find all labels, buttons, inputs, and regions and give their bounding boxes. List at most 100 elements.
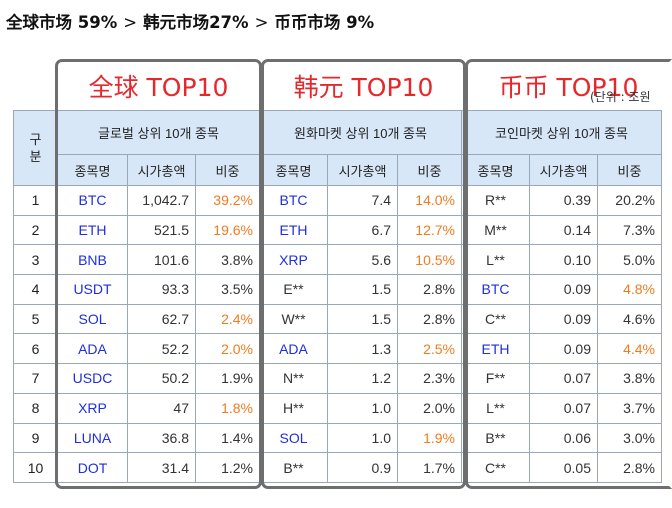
heading-global: 全球市场 59% (6, 13, 118, 32)
table-row: 5 SOL 62.7 2.4% W** 1.5 2.8% C** 0.09 4.6% (13, 303, 662, 335)
global-coin-name: DOT (57, 452, 128, 483)
coin-col-cap: 시가총액 (529, 154, 598, 186)
global-coin-name: USDC (57, 363, 128, 394)
rank-cell: 4 (13, 274, 58, 305)
global-market-cap: 93.3 (127, 274, 196, 305)
coin-share: 3.0% (597, 422, 662, 454)
rank-cell: 9 (13, 422, 58, 454)
global-share: 2.4% (195, 303, 260, 335)
krw-share: 2.8% (397, 274, 462, 305)
coin-top10-title: 币币 TOP10 (498, 73, 639, 102)
krw-market-cap: 7.4 (327, 185, 398, 216)
global-col-cap: 시가총액 (127, 154, 196, 186)
heading-coin: 币币市场 9% (274, 13, 375, 32)
heading-separator-1: > (123, 13, 138, 32)
krw-subtitle: 원화마켓 상위 10개 종목 (259, 110, 462, 155)
heading-krw: 韩元市场27% (143, 13, 249, 32)
krw-share: 12.7% (397, 214, 462, 246)
global-market-cap: 1,042.7 (127, 185, 196, 216)
rank-cell: 7 (13, 363, 58, 394)
coin-coin-name: M** (461, 214, 530, 246)
global-col-share: 비중 (195, 154, 260, 186)
krw-market-cap: 5.6 (327, 244, 398, 276)
coin-share: 20.2% (597, 185, 662, 216)
coin-market-cap: 0.07 (529, 392, 598, 424)
coin-coin-name: R** (461, 185, 530, 216)
krw-coin-name: XRP (259, 244, 328, 276)
table-row: 4 USDT 93.3 3.5% E** 1.5 2.8% BTC 0.09 4.8% (13, 274, 662, 305)
coin-share: 7.3% (597, 214, 662, 246)
table-row: 1 BTC 1,042.7 39.2% BTC 7.4 14.0% R** 0.39 20.2% (13, 185, 662, 216)
krw-market-cap: 0.9 (327, 452, 398, 483)
global-subtitle: 글로벌 상위 10개 종목 (57, 110, 260, 155)
krw-market-cap: 6.7 (327, 214, 398, 246)
global-share: 19.6% (195, 214, 260, 246)
krw-market-cap: 1.3 (327, 333, 398, 365)
global-top10-title: 全球 TOP10 (88, 73, 229, 102)
global-share: 39.2% (195, 185, 260, 216)
coin-coin-name: C** (461, 452, 530, 483)
coin-coin-name: L** (461, 244, 530, 276)
rank-cell: 8 (13, 392, 58, 424)
krw-col-name: 종목명 (259, 154, 328, 186)
rank-cell: 5 (13, 303, 58, 335)
coin-coin-name: F** (461, 363, 530, 394)
coin-market-cap: 0.39 (529, 185, 598, 216)
global-coin-name: USDT (57, 274, 128, 305)
table-row: 10 DOT 31.4 1.2% B** 0.9 1.7% C** 0.05 2.8% (13, 452, 662, 483)
krw-coin-name: SOL (259, 422, 328, 454)
coin-market-cap: 0.09 (529, 303, 598, 335)
table-row: 8 XRP 47 1.8% H** 1.0 2.0% L** 0.07 3.7% (13, 392, 662, 424)
global-share: 3.5% (195, 274, 260, 305)
coin-market-cap: 0.14 (529, 214, 598, 246)
unit-label: (단위 : 조원 (590, 90, 651, 104)
global-col-name: 종목명 (57, 154, 128, 186)
krw-top10-box: 韩元 TOP10 (261, 59, 466, 489)
heading-separator-2: > (254, 13, 269, 32)
coin-share: 4.8% (597, 274, 662, 305)
rank-cell: 3 (13, 244, 58, 276)
coin-share: 2.8% (597, 452, 662, 483)
global-coin-name: SOL (57, 303, 128, 335)
krw-share: 14.0% (397, 185, 462, 216)
global-market-cap: 62.7 (127, 303, 196, 335)
global-market-cap: 47 (127, 392, 196, 424)
rank-cell: 2 (13, 214, 58, 246)
coin-col-name: 종목명 (461, 154, 530, 186)
coin-top10-box: 币币 TOP10 (465, 59, 672, 489)
global-market-cap: 31.4 (127, 452, 196, 483)
krw-market-cap: 1.2 (327, 363, 398, 394)
krw-top10-title: 韩元 TOP10 (293, 73, 434, 102)
coin-subtitle: 코인마켓 상위 10개 종목 (461, 110, 662, 155)
coin-market-cap: 0.05 (529, 452, 598, 483)
global-market-cap: 36.8 (127, 422, 196, 454)
global-market-cap: 521.5 (127, 214, 196, 246)
table-row: 6 ADA 52.2 2.0% ADA 1.3 2.5% ETH 0.09 4.4% (13, 333, 662, 365)
global-coin-name: LUNA (57, 422, 128, 454)
rank-cell: 6 (13, 333, 58, 365)
coin-share: 3.7% (597, 392, 662, 424)
coin-coin-name: L** (461, 392, 530, 424)
krw-coin-name: E** (259, 274, 328, 305)
table-row: 2 ETH 521.5 19.6% ETH 6.7 12.7% M** 0.14 7.3% (13, 214, 662, 246)
coin-market-cap: 0.09 (529, 274, 598, 305)
krw-market-cap: 1.0 (327, 392, 398, 424)
coin-coin-name: BTC (461, 274, 530, 305)
krw-coin-name: N** (259, 363, 328, 394)
table-row: 7 USDC 50.2 1.9% N** 1.2 2.3% F** 0.07 3.8% (13, 363, 662, 394)
coin-share: 4.6% (597, 303, 662, 335)
coin-col-share: 비중 (597, 154, 662, 186)
global-coin-name: XRP (57, 392, 128, 424)
coin-coin-name: ETH (461, 333, 530, 365)
krw-share: 2.3% (397, 363, 462, 394)
page-heading: 全球市场 59% > 韩元市场27% > 币币市场 9% (6, 9, 374, 33)
table-row: 9 LUNA 36.8 1.4% SOL 1.0 1.9% B** 0.06 3.0% (13, 422, 662, 454)
krw-share: 1.9% (397, 422, 462, 454)
rank-cell: 10 (13, 452, 58, 483)
global-coin-name: BTC (57, 185, 128, 216)
coin-share: 5.0% (597, 244, 662, 276)
global-top10-box: 全球 TOP10 (55, 59, 262, 489)
rank-cell: 1 (13, 185, 58, 216)
